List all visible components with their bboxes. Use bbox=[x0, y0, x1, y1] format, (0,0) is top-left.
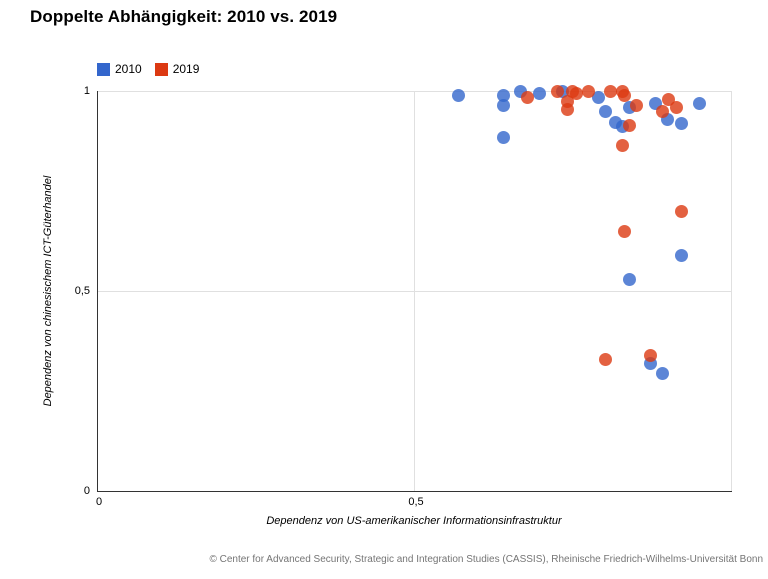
y-axis-title: Dependenz von chinesischem ICT-Güterhand… bbox=[42, 175, 54, 407]
x-axis-tick-label: 0,5 bbox=[408, 496, 424, 508]
legend-item-2010: 2010 bbox=[97, 62, 142, 76]
legend-swatch-2019-icon bbox=[154, 62, 168, 76]
data-point-2019 bbox=[616, 139, 630, 153]
data-point-2010 bbox=[497, 130, 511, 144]
y-axis-tick-label: 0,5 bbox=[74, 285, 90, 297]
data-point-2019 bbox=[643, 348, 657, 362]
legend-item-2019: 2019 bbox=[154, 62, 200, 76]
x-axis-title: Dependenz von US-amerikanischer Informat… bbox=[266, 515, 562, 527]
footer-credit: © Center for Advanced Security, Strategi… bbox=[209, 554, 763, 565]
gridline-horizontal bbox=[98, 91, 732, 92]
data-point-2010 bbox=[533, 86, 547, 100]
chart-title: Doppelte Abhängigkeit: 2010 vs. 2019 bbox=[30, 7, 338, 26]
data-point-2010 bbox=[674, 248, 688, 262]
gridline-horizontal bbox=[98, 291, 732, 292]
data-point-2019 bbox=[623, 118, 637, 132]
data-point-2010 bbox=[591, 90, 605, 104]
legend-swatch-2010-icon bbox=[97, 62, 110, 76]
y-axis-tick-label: 1 bbox=[83, 85, 90, 97]
data-point-2010 bbox=[656, 367, 670, 381]
data-point-2019 bbox=[520, 90, 534, 104]
x-axis-tick-label: 0 bbox=[95, 496, 103, 508]
legend-label-2010: 2010 bbox=[115, 62, 142, 76]
data-point-2019 bbox=[629, 98, 643, 112]
data-point-2019 bbox=[570, 87, 584, 101]
data-point-2019 bbox=[561, 103, 575, 117]
data-point-2019 bbox=[617, 89, 631, 103]
data-point-2019 bbox=[581, 84, 595, 98]
data-point-2010 bbox=[452, 88, 466, 102]
y-axis-tick-label: 0 bbox=[83, 485, 90, 497]
data-point-2010 bbox=[497, 98, 511, 112]
data-point-2010 bbox=[692, 96, 706, 110]
data-point-2019 bbox=[656, 104, 670, 118]
legend-label-2019: 2019 bbox=[172, 62, 200, 76]
data-point-2019 bbox=[604, 84, 618, 98]
data-point-2019 bbox=[598, 352, 612, 366]
plot-area bbox=[97, 84, 732, 492]
data-point-2019 bbox=[617, 224, 631, 238]
data-point-2010 bbox=[674, 117, 688, 131]
data-point-2019 bbox=[669, 101, 683, 115]
data-point-2019 bbox=[674, 204, 688, 218]
data-point-2010 bbox=[623, 272, 637, 286]
data-point-2019 bbox=[550, 85, 564, 99]
data-point-2010 bbox=[599, 104, 613, 118]
legend: 2010 2019 bbox=[97, 62, 199, 76]
